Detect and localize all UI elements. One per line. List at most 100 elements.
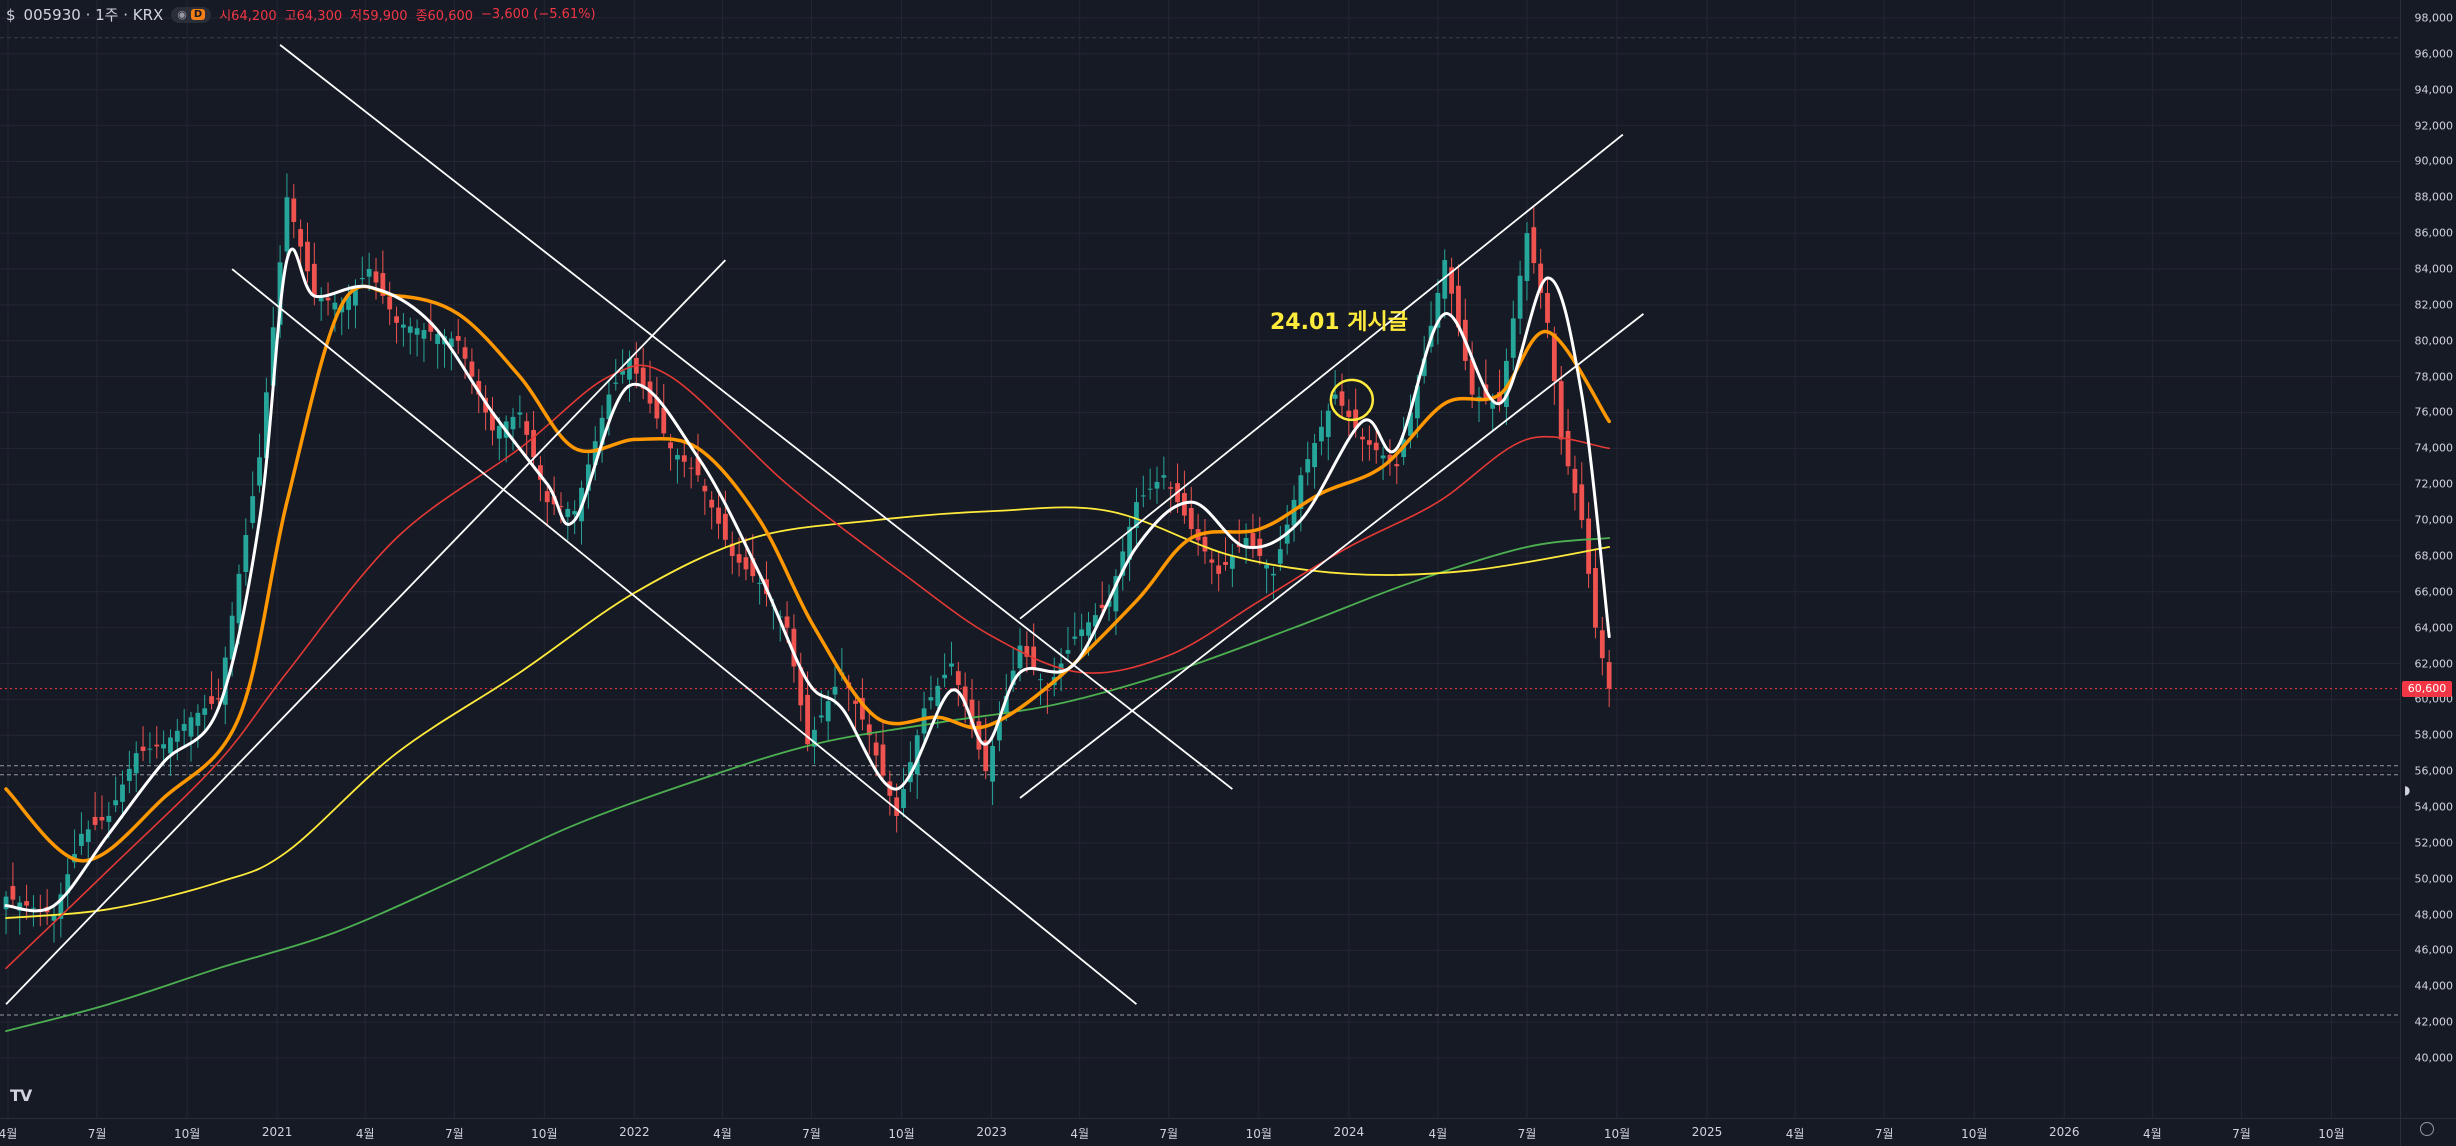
time-tick-label: 10월 bbox=[2318, 1127, 2345, 1141]
candle-body bbox=[359, 278, 365, 280]
candle-body bbox=[325, 297, 331, 301]
candle-body bbox=[969, 699, 975, 729]
candle-body bbox=[1202, 536, 1208, 552]
candle-body bbox=[1188, 508, 1194, 530]
candle-body bbox=[983, 740, 989, 772]
price-axis[interactable]: 40,000 42,000 44,000 46,000 48,000 50,000 52,0… bbox=[2400, 0, 2456, 1118]
price-tick-label: 42,000 bbox=[2414, 1015, 2454, 1029]
candle-body bbox=[729, 543, 735, 556]
candle-body bbox=[469, 361, 475, 377]
candle-body bbox=[1134, 502, 1139, 528]
price-tick-label: 86,000 bbox=[2414, 226, 2454, 240]
trendline bbox=[5, 259, 727, 1005]
symbol-legend: $ 005930 · 1주 · KRX ◉ D 시64,200 고64,300 … bbox=[6, 4, 596, 25]
candle-body bbox=[1558, 381, 1564, 440]
ma-120-line bbox=[5, 364, 1610, 970]
candle-body bbox=[784, 616, 790, 628]
annotation-text[interactable]: 24.01 게시글 bbox=[1270, 310, 1408, 335]
candle-body bbox=[1593, 568, 1598, 628]
candle-body bbox=[298, 229, 304, 247]
candle-body bbox=[675, 455, 680, 460]
price-tick-label: 54,000 bbox=[2414, 800, 2454, 814]
candle-body bbox=[1065, 650, 1071, 654]
time-tick-label: 10월 bbox=[888, 1127, 915, 1141]
candle-body bbox=[818, 715, 824, 718]
time-tick-label: 2026 bbox=[2048, 1125, 2080, 1139]
candle-body bbox=[455, 336, 461, 341]
candle-body bbox=[65, 874, 71, 894]
candle-body bbox=[1250, 532, 1256, 547]
ohlc-values: 시64,200 고64,300 저59,900 종60,600 bbox=[219, 5, 473, 24]
candle-body bbox=[1271, 573, 1276, 576]
interval-badge: D bbox=[190, 9, 206, 20]
trendline bbox=[231, 268, 1138, 1005]
candle-body bbox=[1291, 499, 1297, 526]
candle-body bbox=[92, 816, 98, 825]
candle-body bbox=[531, 430, 536, 458]
candle-body bbox=[407, 326, 413, 333]
candlestick-chart[interactable] bbox=[0, 0, 2400, 1118]
candles bbox=[3, 173, 1612, 943]
candle-body bbox=[99, 816, 105, 821]
candle-body bbox=[901, 789, 906, 809]
candle-body bbox=[1469, 358, 1475, 395]
price-tick-label: 72,000 bbox=[2414, 477, 2454, 491]
candle-body bbox=[401, 324, 406, 328]
candle-body bbox=[750, 558, 756, 577]
candle-body bbox=[517, 412, 523, 415]
time-tick-label: 7월 bbox=[2232, 1127, 2251, 1141]
candle-body bbox=[1394, 464, 1400, 467]
candle-body bbox=[544, 491, 550, 503]
candle-body bbox=[85, 829, 91, 842]
candle-body bbox=[305, 241, 310, 272]
candle-body bbox=[1229, 555, 1235, 569]
symbol-label[interactable]: 005930 · 1주 · KRX bbox=[23, 6, 164, 24]
price-tick-label: 74,000 bbox=[2414, 441, 2454, 455]
candle-body bbox=[161, 744, 167, 749]
indicator-pill[interactable]: ◉ D bbox=[171, 6, 212, 23]
candle-body bbox=[1038, 679, 1043, 681]
settings-icon[interactable] bbox=[2420, 1122, 2434, 1136]
candle-body bbox=[812, 729, 817, 747]
candle-body bbox=[949, 663, 954, 667]
candle-body bbox=[1490, 401, 1496, 409]
candle-body bbox=[1565, 430, 1571, 467]
candle-body bbox=[202, 708, 208, 715]
candle-body bbox=[668, 442, 673, 449]
candle-body bbox=[373, 271, 379, 283]
candle-body bbox=[1058, 663, 1064, 677]
candle-body bbox=[990, 746, 995, 782]
candle-body bbox=[524, 421, 530, 435]
candle-body bbox=[853, 700, 858, 704]
price-tick-label: 92,000 bbox=[2414, 119, 2454, 133]
price-tick-label: 88,000 bbox=[2414, 190, 2454, 204]
ma-mid-line bbox=[4, 284, 1611, 863]
candle-body bbox=[914, 735, 920, 775]
candle-body bbox=[353, 286, 358, 306]
candle-body bbox=[1510, 318, 1516, 358]
time-tick-label: 10월 bbox=[1603, 1127, 1631, 1141]
candle-body bbox=[620, 370, 626, 375]
price-tick-label: 46,000 bbox=[2414, 943, 2454, 957]
candle-body bbox=[1216, 565, 1222, 574]
candle-body bbox=[462, 347, 468, 359]
time-tick-label: 2023 bbox=[976, 1125, 1007, 1139]
tradingview-logo[interactable]: TV bbox=[10, 1086, 32, 1105]
price-tick-label: 58,000 bbox=[2414, 728, 2454, 742]
chart-pane[interactable]: $ 005930 · 1주 · KRX ◉ D 시64,200 고64,300 … bbox=[0, 0, 2400, 1118]
candle-body bbox=[435, 334, 441, 344]
candle-body bbox=[1092, 615, 1098, 627]
candle-body bbox=[538, 465, 543, 480]
price-tick-label: 62,000 bbox=[2414, 657, 2454, 671]
candle-body bbox=[791, 628, 797, 667]
eye-icon[interactable]: ◉ bbox=[177, 8, 187, 21]
candle-body bbox=[126, 768, 132, 781]
close-value: 종60,600 bbox=[415, 9, 474, 24]
candle-body bbox=[1551, 333, 1557, 382]
candle-body bbox=[702, 485, 708, 492]
candle-body bbox=[695, 457, 701, 476]
price-tick-label: 90,000 bbox=[2414, 154, 2454, 168]
price-tick-label: 50,000 bbox=[2414, 872, 2454, 886]
candle-body bbox=[736, 554, 742, 563]
time-axis[interactable]: 4월 7월 10월 2021 4월 7월 10월 2022 4월 7월 10월 2023 4월 7월 10월… bbox=[0, 1118, 2400, 1146]
